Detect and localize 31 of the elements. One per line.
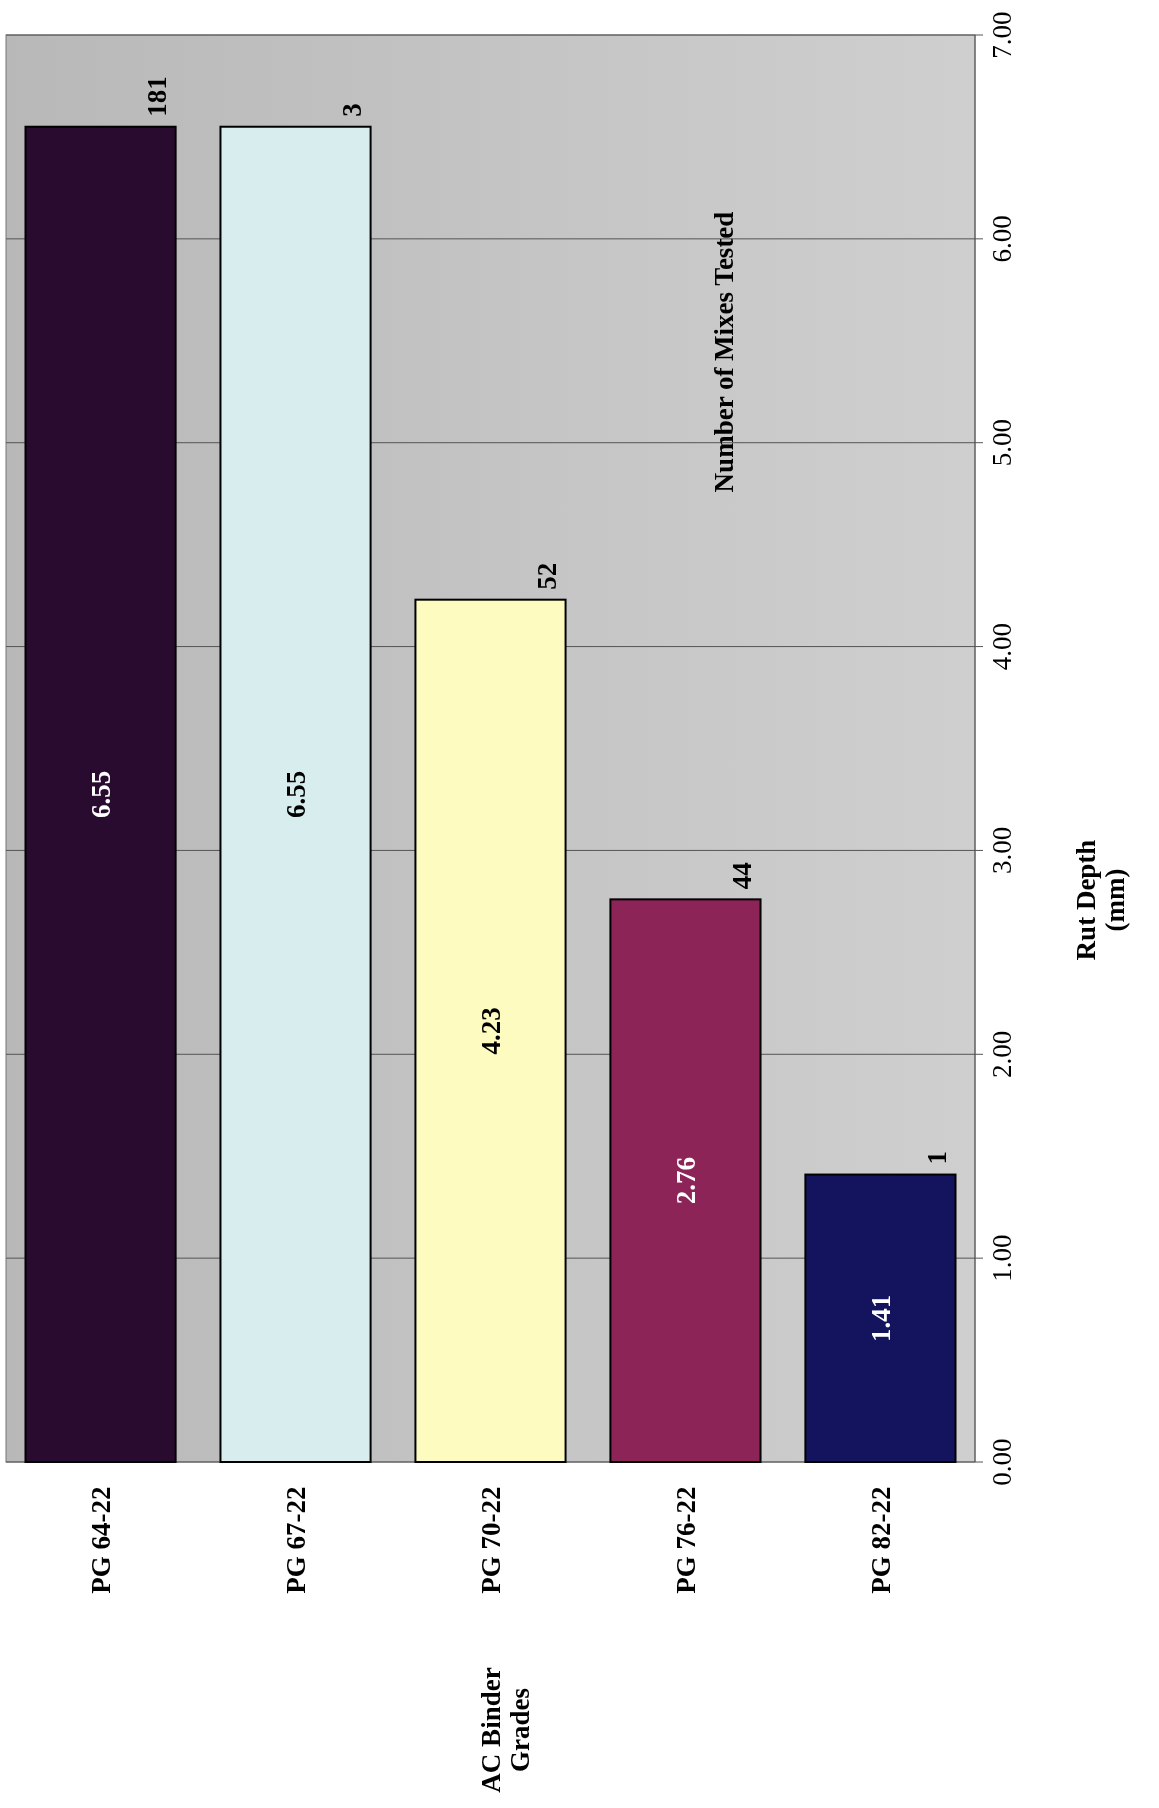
y-tick-label: 5.00 — [987, 419, 1017, 467]
y-tick-label: 0.00 — [987, 1438, 1017, 1486]
y-axis-title: Rut Depth (mm) — [1070, 839, 1131, 961]
x-tick-label: PG 67-22 — [280, 1486, 311, 1594]
y-tick-label: 3.00 — [987, 826, 1017, 875]
y-tick-label: 6.00 — [987, 215, 1017, 263]
annotation: 44 — [726, 862, 757, 890]
annotation: Number of Mixes Tested — [709, 211, 740, 493]
data-label: 6.55 — [280, 770, 311, 818]
data-label: 4.23 — [475, 1007, 506, 1055]
annotation: 52 — [531, 562, 562, 590]
bar — [219, 125, 372, 1463]
x-tick-label: PG 82-22 — [865, 1486, 896, 1594]
y-tick-label: 1.00 — [987, 1234, 1017, 1282]
text: AC Binder Grades — [475, 1667, 536, 1793]
x-tick-label: PG 64-22 — [86, 1486, 117, 1594]
annotation: 1 — [921, 1151, 952, 1165]
data-label: 1.41 — [865, 1294, 896, 1342]
data-label: 6.55 — [86, 770, 117, 818]
bar — [804, 1173, 957, 1463]
annotation: 181 — [141, 76, 172, 117]
y-tick-label: 2.00 — [987, 1030, 1017, 1078]
bar — [414, 598, 567, 1463]
x-tick-label: PG 76-22 — [670, 1486, 701, 1594]
data-label: 2.76 — [670, 1157, 701, 1205]
bar — [609, 898, 762, 1463]
x-tick-label: PG 70-22 — [475, 1486, 506, 1594]
annotation: 3 — [336, 103, 367, 117]
y-tick-label: 7.00 — [987, 11, 1017, 59]
y-tick-label: 4.00 — [987, 622, 1017, 671]
bar — [24, 125, 177, 1463]
